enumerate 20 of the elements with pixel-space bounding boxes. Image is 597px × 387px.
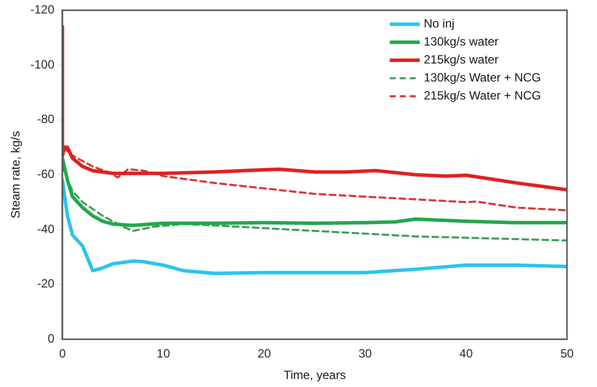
y-tick-label: -100	[30, 57, 55, 72]
y-tick-label: -80	[37, 112, 55, 126]
legend-label: 215kg/s water	[424, 52, 498, 67]
y-tick-label: -60	[37, 167, 55, 182]
legend-label: 130kg/s water	[424, 34, 498, 49]
y-axis-title: Steam rate, kg/s	[8, 131, 23, 218]
legend-label: No inj	[424, 16, 454, 31]
x-tick-label: 10	[156, 346, 170, 361]
legend-label: 215kg/s Water + NCG	[424, 88, 541, 103]
x-tick-label: 50	[560, 346, 574, 361]
y-tick-label: 0	[48, 332, 55, 346]
legend-label: 130kg/s Water + NCG	[424, 70, 541, 85]
x-tick-label: 20	[258, 346, 272, 361]
x-tick-label: 0	[59, 346, 66, 361]
y-tick-label: -120	[30, 2, 55, 17]
x-tick-label: 40	[459, 346, 474, 361]
x-axis-title: Time, years	[284, 368, 346, 382]
y-tick-label: -20	[37, 276, 55, 291]
y-tick-label: -40	[37, 222, 55, 236]
x-tick-label: 30	[358, 346, 372, 361]
